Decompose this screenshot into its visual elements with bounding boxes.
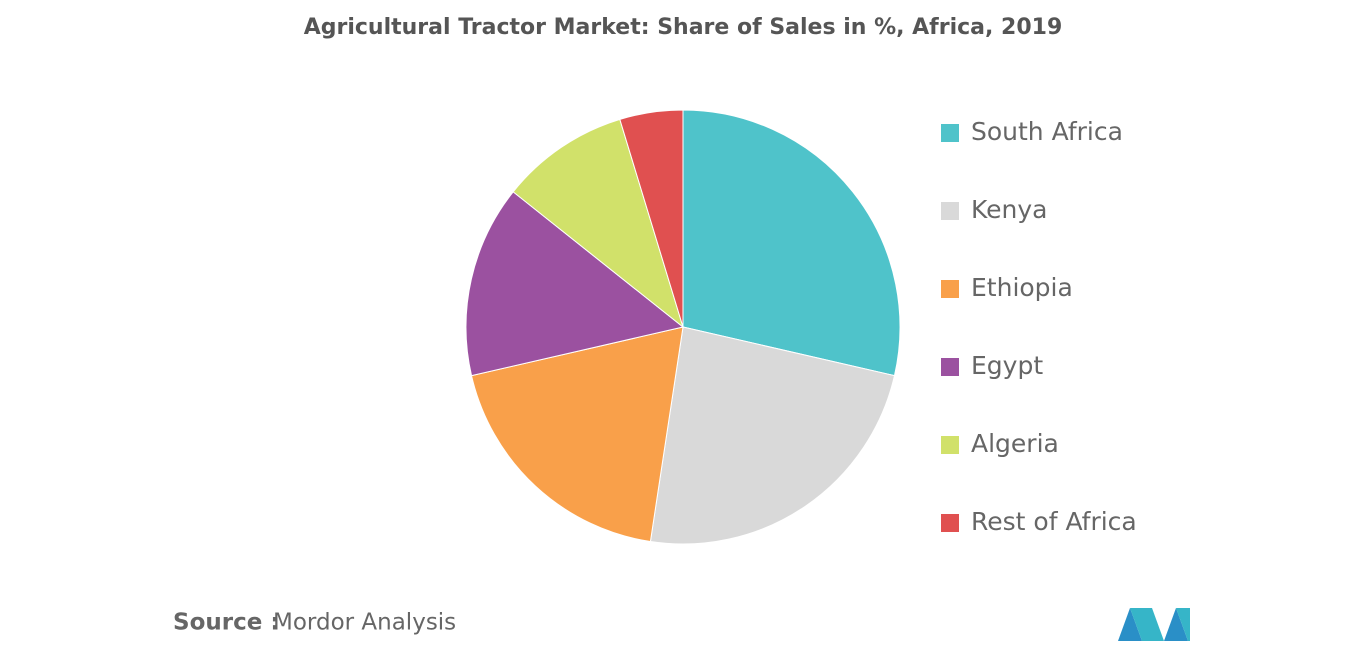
pie-slice bbox=[470, 326, 684, 543]
legend-label: South Africa bbox=[971, 117, 1123, 146]
legend-label: Kenya bbox=[971, 195, 1048, 224]
legend-label: Rest of Africa bbox=[971, 507, 1137, 536]
legend-swatch bbox=[941, 202, 959, 220]
pie-slice bbox=[465, 191, 685, 377]
legend-label: Egypt bbox=[971, 351, 1043, 380]
legend-label: Algeria bbox=[971, 429, 1059, 458]
source: Mordor Analysis bbox=[273, 610, 456, 636]
legend-label: Ethiopia bbox=[971, 273, 1073, 302]
pie-slice bbox=[649, 326, 896, 545]
logo bbox=[1118, 608, 1190, 641]
pie-slice bbox=[512, 118, 684, 329]
legend-swatch bbox=[941, 514, 959, 532]
legend-swatch bbox=[941, 280, 959, 298]
legend-swatch bbox=[941, 436, 959, 454]
legend-swatch bbox=[941, 124, 959, 142]
legend-swatch bbox=[941, 358, 959, 376]
pie-slice bbox=[619, 109, 684, 328]
pie-slice bbox=[682, 109, 901, 377]
source-label: Source : bbox=[173, 610, 280, 636]
chart-title: Agricultural Tractor Market: Share of Sa… bbox=[304, 15, 1063, 40]
